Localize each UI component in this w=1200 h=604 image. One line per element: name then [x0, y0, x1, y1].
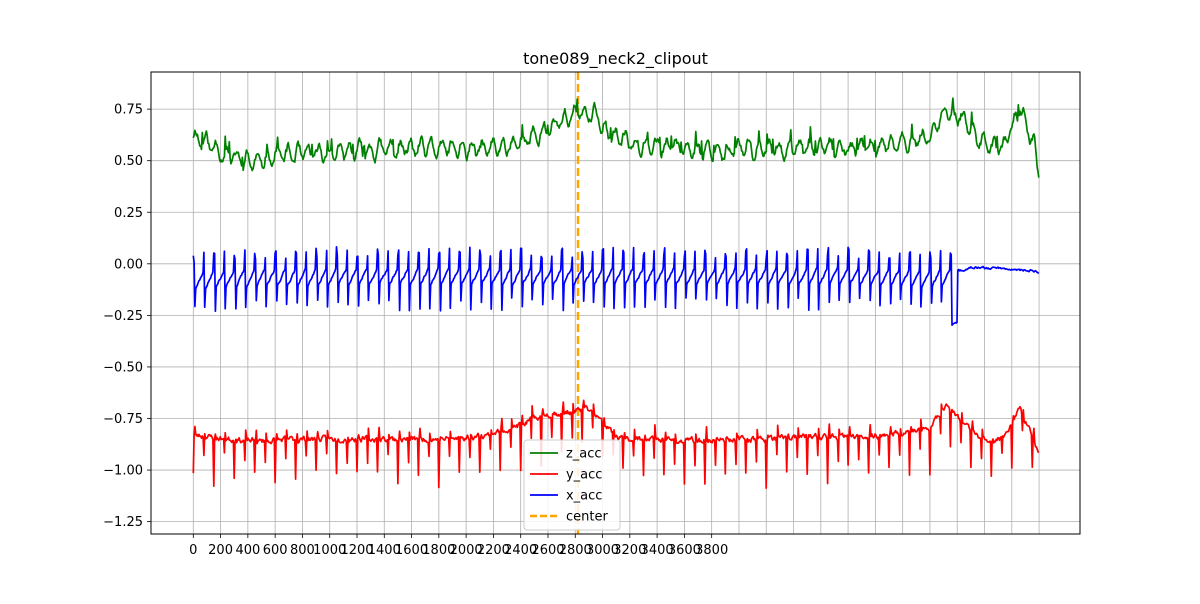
- x-tick-label: 200: [208, 543, 233, 558]
- x-tick-label: 3600: [668, 543, 701, 558]
- legend-label-y_acc: y_acc: [566, 468, 602, 483]
- y-tick-label: 0.75: [114, 103, 143, 118]
- legend-label-z_acc: z_acc: [566, 447, 602, 462]
- x-tick-label: 1200: [340, 543, 373, 558]
- legend-label-x_acc: x_acc: [566, 489, 602, 504]
- x-tick-label: 2800: [559, 543, 592, 558]
- y-tick-label: −0.50: [103, 360, 143, 375]
- x-tick-label: 1600: [395, 543, 428, 558]
- y-tick-label: 0.00: [114, 257, 143, 272]
- x-tick-label: 1800: [422, 543, 455, 558]
- x-tick-label: 400: [235, 543, 260, 558]
- series-layer: [192, 97, 1040, 489]
- x-tick-label: 3400: [641, 543, 674, 558]
- x-tick-label: 3800: [695, 543, 728, 558]
- x-tick-label: 2200: [477, 543, 510, 558]
- y-tick-label: 0.50: [114, 154, 143, 169]
- x-tick-label: 3200: [613, 543, 646, 558]
- grid-layer: [151, 72, 1080, 534]
- x-tick-label: 600: [263, 543, 288, 558]
- tick-layer: 0 200 400 600 800100012001400160018002000220…: [103, 103, 728, 558]
- series-line-z-acc: [192, 97, 1040, 178]
- y-tick-label: −1.25: [103, 515, 143, 530]
- x-tick-label: 2400: [504, 543, 537, 558]
- series-line-x-acc: [192, 245, 1040, 326]
- y-tick-label: −0.25: [103, 309, 143, 324]
- axes-frame: [150, 71, 1081, 535]
- x-tick-label: 3000: [586, 543, 619, 558]
- x-tick-label: 2000: [450, 543, 483, 558]
- series-line-y-acc: [192, 399, 1040, 489]
- x-tick-label: 2600: [531, 543, 564, 558]
- legend-box: [523, 439, 621, 531]
- legend-label-center: center: [566, 510, 608, 525]
- y-tick-label: −1.00: [103, 464, 143, 479]
- y-tick-label: 0.25: [114, 206, 143, 221]
- x-tick-label: 1400: [368, 543, 401, 558]
- x-tick-label: 800: [290, 543, 315, 558]
- y-tick-label: −0.75: [103, 412, 143, 427]
- x-tick-label: 0: [189, 543, 197, 558]
- x-tick-label: 1000: [313, 543, 346, 558]
- chart-title: tone089_neck2_clipout: [523, 49, 708, 69]
